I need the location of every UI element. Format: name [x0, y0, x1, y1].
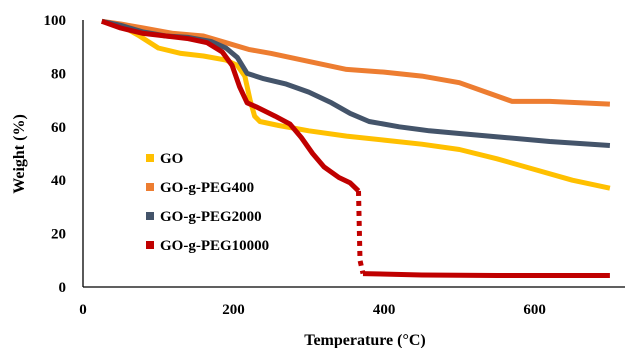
legend-marker: [146, 241, 154, 249]
x-tick-label: 600: [523, 302, 546, 318]
series-line-5: [362, 271, 610, 278]
legend-marker: [146, 183, 154, 191]
legend: GO GO-g-PEG400 GO-g-PEG2000 GO-g-PEG10000: [146, 151, 269, 254]
legend-marker: [146, 154, 154, 162]
series-line-1: [101, 18, 611, 107]
legend-label: GO-g-PEG400: [160, 180, 254, 196]
x-tick-label: 200: [222, 302, 245, 318]
legend-label: GO: [160, 151, 183, 167]
y-tick-label: 20: [51, 227, 66, 243]
y-tick-label: 100: [44, 13, 67, 29]
legend-marker: [146, 212, 154, 220]
y-tick-label: 80: [51, 66, 66, 82]
x-tick-labels: 0 200 400 600: [79, 302, 546, 318]
y-axis-title: Weight (%): [11, 114, 28, 194]
series-layer: [100, 18, 611, 278]
axes: [82, 20, 625, 288]
series-line-4: [356, 190, 366, 275]
legend-label: GO-g-PEG2000: [160, 209, 262, 225]
legend-label: GO-g-PEG10000: [160, 238, 269, 254]
x-axis-title: Temperature (°C): [304, 332, 425, 348]
x-tick-label: 400: [373, 302, 396, 318]
x-tick-label: 0: [79, 302, 87, 318]
series-line-0: [101, 18, 611, 191]
y-tick-labels: 0 20 40 60 80 100: [44, 13, 67, 296]
series-line-3: [100, 18, 361, 193]
y-tick-label: 60: [51, 120, 66, 136]
y-tick-label: 40: [51, 173, 66, 189]
y-tick-label: 0: [59, 280, 67, 296]
